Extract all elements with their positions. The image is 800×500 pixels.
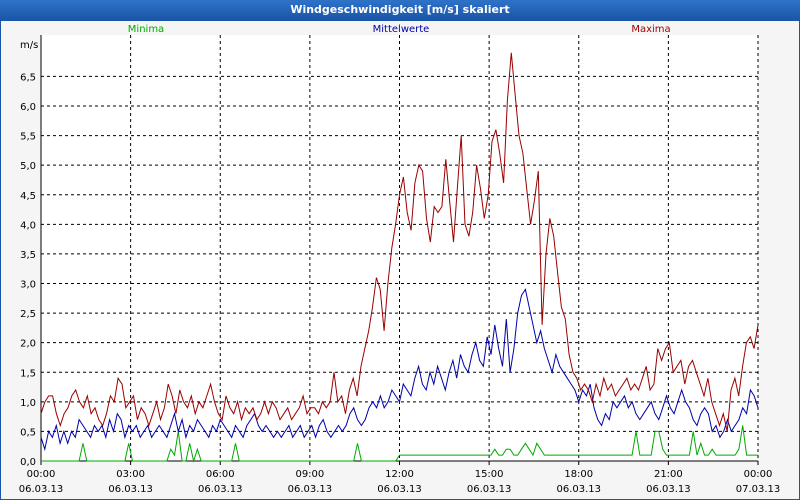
- series-line-maxima: [40, 52, 759, 432]
- x-tick-time: 03:00: [116, 469, 145, 480]
- x-tick-date: 07.03.13: [736, 484, 781, 495]
- y-tick-label: 3,5: [20, 250, 36, 261]
- x-tick-time: 21:00: [654, 469, 683, 480]
- y-tick-label: 1,0: [20, 398, 36, 409]
- y-tick-label: 4,0: [20, 220, 36, 231]
- y-tick-label: 4,5: [20, 191, 36, 202]
- x-tick-date: 06.03.13: [19, 484, 64, 495]
- series-lines: [40, 52, 759, 463]
- y-tick-label: 2,5: [20, 309, 36, 320]
- x-tick-time: 15:00: [475, 469, 504, 480]
- y-tick-label: 6,5: [20, 72, 36, 83]
- y-axis-label: m/s: [20, 40, 38, 51]
- y-tick-label: 3,0: [20, 280, 36, 291]
- legend: Minima Mittelwerte Maxima: [128, 24, 671, 35]
- x-tick-date: 06.03.13: [288, 484, 333, 495]
- chart-title: Windgeschwindigkeit [m/s] skaliert: [290, 3, 510, 16]
- legend-minima: Minima: [128, 24, 164, 35]
- y-tick-label: 5,5: [20, 132, 36, 143]
- y-tick-label: 0,5: [20, 427, 36, 438]
- y-tick-label: 1,5: [20, 368, 36, 379]
- x-tick-time: 12:00: [385, 469, 414, 480]
- x-tick-time: 09:00: [295, 469, 324, 480]
- x-tick-date: 06.03.13: [377, 484, 422, 495]
- chart-title-bar: Windgeschwindigkeit [m/s] skaliert: [0, 0, 800, 20]
- x-tick-date: 06.03.13: [556, 484, 601, 495]
- x-tick-time: 06:00: [206, 469, 235, 480]
- x-tick-time: 00:00: [27, 469, 56, 480]
- x-tick-date: 06.03.13: [646, 484, 691, 495]
- y-tick-label: 5,0: [20, 161, 36, 172]
- x-tick-date: 06.03.13: [198, 484, 243, 495]
- axes: 0,0 0,5 1,0 1,5 2,0 2,5 3,0 3,5 4,0 4,5 5,0 5,5 6,0 6…: [19, 35, 781, 495]
- y-tick-label: 0,0: [20, 457, 36, 468]
- legend-mittelwerte: Mittelwerte: [373, 24, 430, 35]
- grid: [41, 35, 758, 462]
- y-tick-label: 6,0: [20, 102, 36, 113]
- x-tick-time: 00:00: [744, 469, 773, 480]
- x-tick-time: 18:00: [564, 469, 593, 480]
- series-line-minima: [41, 425, 758, 463]
- y-tick-label: 2,0: [20, 339, 36, 350]
- x-tick-date: 06.03.13: [467, 484, 512, 495]
- legend-maxima: Maxima: [631, 24, 670, 35]
- x-tick-date: 06.03.13: [108, 484, 153, 495]
- chart-area: 0,0 0,5 1,0 1,5 2,0 2,5 3,0 3,5 4,0 4,5 5,0 5,5 6,0 6…: [19, 24, 781, 495]
- series-line-mittelwerte: [40, 288, 759, 452]
